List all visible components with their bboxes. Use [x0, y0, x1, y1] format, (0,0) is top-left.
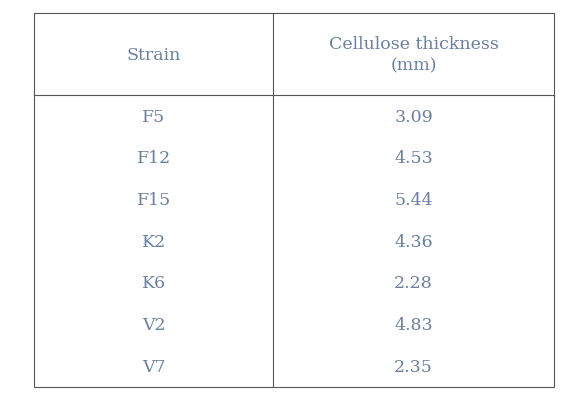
Text: 3.09: 3.09 [394, 108, 433, 126]
Text: F15: F15 [136, 192, 171, 209]
Text: F5: F5 [142, 108, 166, 126]
Text: 2.28: 2.28 [394, 275, 433, 292]
Text: Cellulose thickness
(mm): Cellulose thickness (mm) [329, 36, 498, 75]
Text: K6: K6 [142, 275, 166, 292]
Text: 2.35: 2.35 [394, 358, 433, 375]
Text: 4.36: 4.36 [394, 233, 433, 250]
Text: Strain: Strain [127, 47, 181, 63]
Text: 4.53: 4.53 [394, 150, 433, 167]
Text: V7: V7 [142, 358, 166, 375]
Text: 5.44: 5.44 [394, 192, 433, 209]
Text: F12: F12 [136, 150, 171, 167]
Text: V2: V2 [142, 316, 166, 333]
Text: 4.83: 4.83 [394, 316, 433, 333]
Text: K2: K2 [142, 233, 166, 250]
